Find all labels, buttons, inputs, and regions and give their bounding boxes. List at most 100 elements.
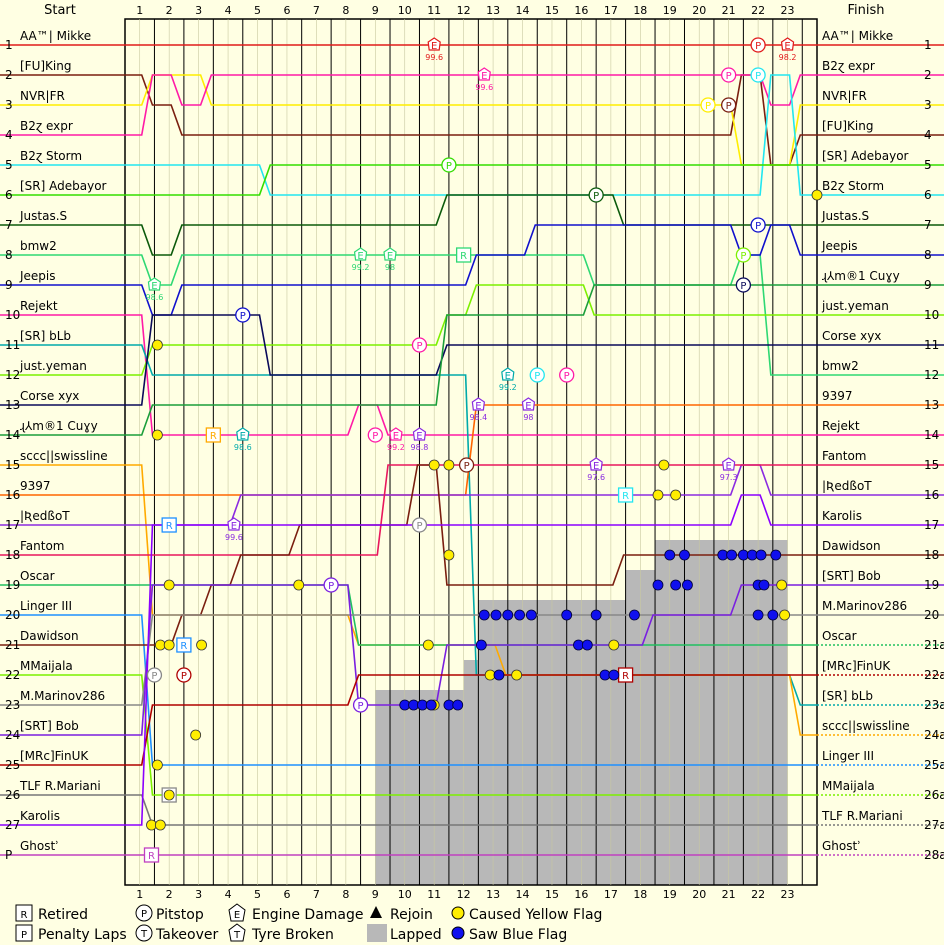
event-marker-glyph: E [475,401,481,412]
finish-driver-name: Karolis [822,509,862,523]
start-driver-name: Karolis [20,809,60,823]
event-marker-note: 99.2 [387,443,405,452]
series-line [125,224,817,316]
event-marker-glyph: P [416,341,422,352]
lap-label-top: 16 [574,4,588,17]
blue-flag-dot [752,609,764,621]
legend-tyre: Tyre Broken [251,927,334,943]
engine-damage-marker [501,367,515,381]
finish-position-number: 14 [924,428,939,442]
event-marker-glyph: R [210,431,217,442]
event-marker-glyph: R [622,491,629,502]
finish-driver-name: Linger III [822,749,874,763]
lap-label-bottom: 8 [342,888,349,901]
start-position-number: 5 [5,158,13,172]
blue-flag-dot [581,639,593,651]
start-driver-name: 9397 [20,479,51,493]
pitstop-marker [441,157,457,173]
series-line [125,284,817,436]
takeover-legend-icon [135,924,153,942]
lap-label-top: 6 [283,4,290,17]
finish-driver-name: just.yeman [821,299,889,313]
yellow-flag-dot [163,579,175,591]
event-marker-glyph: P [328,581,334,592]
engine-damage-marker [780,37,795,51]
engine-legend-icon [228,903,246,922]
pitstop-marker [588,187,604,203]
lap-label-bottom: 1 [136,888,143,901]
engine-damage-marker [383,247,397,261]
lap-label-top: 4 [225,4,232,17]
event-marker-note: 98.8 [411,443,429,452]
finish-position-number: 28a [924,848,944,862]
pitstop-marker [529,367,545,383]
event-marker-glyph: E [240,431,246,442]
start-position-number: 13 [5,398,20,412]
event-marker-glyph: E [525,401,531,412]
blue-flag-dot [767,609,779,621]
series-line [125,614,817,766]
start-driver-name: Ghostʾ [20,839,59,853]
event-marker-glyph: E [151,281,157,292]
lap-label-bottom: 19 [663,888,677,901]
event-marker-glyph: P [151,671,157,682]
pitstop-marker [735,247,752,263]
lapped-legend-icon [367,924,387,942]
finish-header: Finish [847,3,884,18]
blue-flag-dot [664,549,676,561]
pitstop-marker [411,517,428,533]
start-driver-name: [SRT] Bob [20,719,79,733]
finish-position-number: 7 [924,218,932,232]
finish-driver-name: |ƦedßoT [822,479,872,493]
finish-position-number: 8 [924,248,932,262]
legend-takeover: Takeover [155,927,218,943]
event-marker-note: 98.4 [469,413,487,422]
event-marker-note: 98.6 [146,293,164,302]
start-position-number: 25 [5,758,20,772]
legend-yellow: Caused Yellow Flag [469,907,602,923]
lap-label-top: 2 [166,4,173,17]
engine-damage-marker [471,397,486,411]
lap-label-bottom: 13 [486,888,500,901]
finish-driver-name: Jeepis [821,239,858,253]
retired-marker [205,427,221,443]
yellow-flag-dot [658,459,670,471]
series-line [125,74,817,136]
plot-frame [124,18,818,886]
start-position-number: 14 [5,428,20,442]
finish-driver-name: Fantom [822,449,867,463]
yellow-flag-dot [608,639,620,651]
event-marker-glyph: P [534,371,540,382]
yellow-flag-dot [190,729,202,741]
pitstop-marker [700,97,716,113]
lap-label-bottom: 12 [457,888,471,901]
event-marker-glyph: P [726,71,732,82]
yellow-flag-dot [163,639,175,651]
pitstop-marker [735,277,752,293]
event-marker-glyph: E [393,431,399,442]
start-driver-name: M.Marinov286 [20,689,105,703]
yellow-flag-dot [652,489,664,501]
event-marker-glyph: R [180,641,187,652]
retired-marker [617,487,634,503]
start-position-number: 16 [5,488,20,502]
finish-position-number: 20 [924,608,939,622]
event-marker-glyph: P [740,251,746,262]
lap-label-top: 3 [195,4,202,17]
blue-flag-dot [475,639,487,651]
lap-label-top: 9 [372,4,379,17]
start-position-number: 20 [5,608,20,622]
pitstop-marker [352,697,369,713]
yellow-flag-dot [443,549,455,561]
finish-position-number: 3 [924,98,932,112]
event-marker-glyph: P [464,461,470,472]
start-driver-name: TLF R.Mariani [19,779,101,793]
lap-label-top: 15 [545,4,559,17]
lap-label-top: 17 [604,4,618,17]
event-marker-glyph: P [755,221,761,232]
blue-flag-dot [525,609,537,621]
finish-driver-name: NVR|FR [822,89,867,103]
legend: R Retired P Penalty Laps P Pitstop T Tak… [15,903,602,943]
